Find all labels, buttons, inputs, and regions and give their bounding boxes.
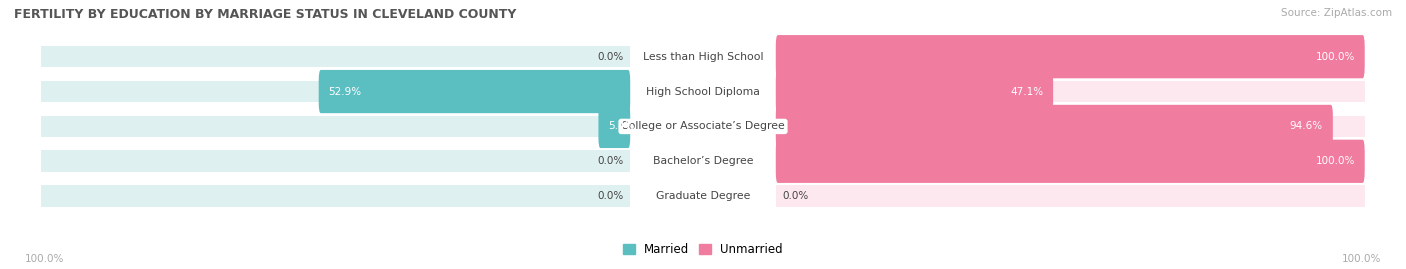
- Text: Bachelor’s Degree: Bachelor’s Degree: [652, 156, 754, 166]
- Legend: Married, Unmarried: Married, Unmarried: [623, 243, 783, 256]
- FancyBboxPatch shape: [776, 35, 1365, 78]
- Text: 100.0%: 100.0%: [1341, 254, 1381, 264]
- Text: High School Diploma: High School Diploma: [647, 87, 759, 97]
- Text: 0.0%: 0.0%: [598, 156, 624, 166]
- Text: Graduate Degree: Graduate Degree: [655, 191, 751, 201]
- FancyBboxPatch shape: [776, 140, 1365, 183]
- Text: 47.1%: 47.1%: [1010, 87, 1043, 97]
- Text: 0.0%: 0.0%: [598, 191, 624, 201]
- Bar: [776, 150, 1365, 172]
- Bar: [41, 150, 630, 172]
- Text: Less than High School: Less than High School: [643, 52, 763, 62]
- FancyBboxPatch shape: [776, 70, 1053, 113]
- Text: College or Associate’s Degree: College or Associate’s Degree: [621, 121, 785, 132]
- Text: 100.0%: 100.0%: [25, 254, 65, 264]
- Bar: [776, 46, 1365, 68]
- Text: 100.0%: 100.0%: [1316, 156, 1355, 166]
- FancyBboxPatch shape: [319, 70, 630, 113]
- FancyBboxPatch shape: [776, 105, 1333, 148]
- Bar: [41, 81, 630, 102]
- Bar: [776, 185, 1365, 207]
- Text: 100.0%: 100.0%: [1316, 52, 1355, 62]
- FancyBboxPatch shape: [599, 105, 630, 148]
- Text: 0.0%: 0.0%: [598, 52, 624, 62]
- Text: Source: ZipAtlas.com: Source: ZipAtlas.com: [1281, 8, 1392, 18]
- Bar: [776, 116, 1365, 137]
- Text: 0.0%: 0.0%: [782, 191, 808, 201]
- Bar: [41, 116, 630, 137]
- Text: 94.6%: 94.6%: [1289, 121, 1323, 132]
- Text: FERTILITY BY EDUCATION BY MARRIAGE STATUS IN CLEVELAND COUNTY: FERTILITY BY EDUCATION BY MARRIAGE STATU…: [14, 8, 516, 21]
- Bar: [41, 185, 630, 207]
- Text: 52.9%: 52.9%: [329, 87, 361, 97]
- Text: 5.4%: 5.4%: [609, 121, 636, 132]
- Bar: [776, 81, 1365, 102]
- Bar: [41, 46, 630, 68]
